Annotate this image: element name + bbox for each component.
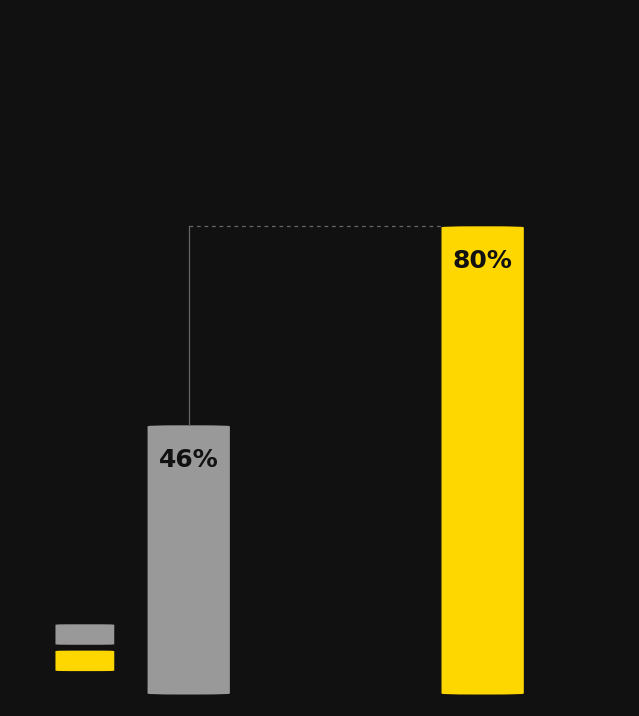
FancyBboxPatch shape (56, 651, 114, 671)
Text: 46%: 46% (159, 448, 219, 473)
Text: 80%: 80% (452, 249, 512, 274)
FancyBboxPatch shape (442, 226, 524, 695)
FancyBboxPatch shape (56, 624, 114, 645)
FancyBboxPatch shape (148, 425, 230, 695)
